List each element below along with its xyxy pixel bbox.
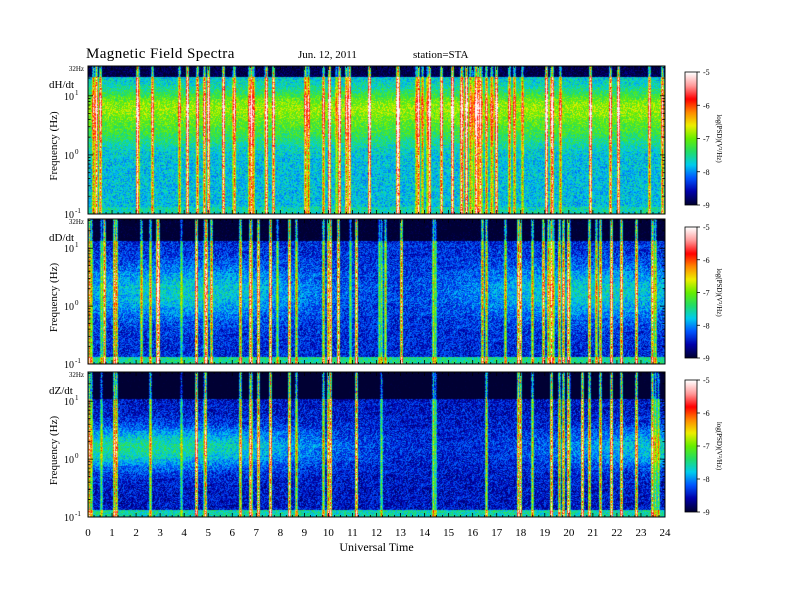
y-tick-exponent: 1	[75, 394, 79, 402]
y-axis-label-2: Frequency (Hz)	[48, 416, 60, 486]
x-tick-label-14: 14	[419, 527, 431, 539]
panel-name-2: dZ/dt	[49, 385, 73, 397]
colorbar-tick-label-0-2: -7	[703, 135, 710, 144]
x-tick-label-11: 11	[347, 527, 358, 539]
x-tick-label-16: 16	[467, 527, 479, 539]
y-tick-label-0-1: 10 0	[64, 148, 79, 162]
x-tick-label-3: 3	[157, 527, 163, 539]
colorbar-1	[685, 227, 697, 358]
x-tick-label-19: 19	[539, 527, 551, 539]
station-label: station=STA	[413, 49, 469, 61]
chart-date: Jun. 12, 2011	[298, 49, 357, 61]
colorbar-tick-label-2-0: -5	[703, 376, 710, 385]
y-tick-exponent: 0	[75, 452, 79, 460]
x-tick-label-2: 2	[133, 527, 139, 539]
colorbar-tick-label-1-4: -9	[703, 354, 710, 363]
spectrogram-2	[88, 372, 665, 517]
y-tick-label-0-0: 10 1	[64, 89, 79, 103]
x-tick-label-10: 10	[323, 527, 335, 539]
y-tick-base: 10	[64, 151, 74, 162]
x-tick-label-6: 6	[230, 527, 236, 539]
y-tick-label-1-2: 10 -1	[64, 357, 81, 371]
x-tick-label-20: 20	[563, 527, 575, 539]
x-tick-label-4: 4	[181, 527, 187, 539]
spectrogram-0	[88, 66, 665, 214]
x-tick-label-8: 8	[278, 527, 284, 539]
colorbar-tick-label-0-4: -9	[703, 201, 710, 210]
colorbar-0	[685, 72, 697, 205]
x-tick-label-0: 0	[85, 527, 91, 539]
y-tick-base: 10	[64, 455, 74, 466]
y-axis-label-1: Frequency (Hz)	[48, 263, 60, 333]
y-tick-base: 10	[64, 513, 74, 524]
colorbar-2	[685, 380, 697, 512]
y-tick-label-2-0: 10 1	[64, 394, 79, 408]
y-tick-base: 10	[64, 210, 74, 221]
y-tick-label-1-0: 10 1	[64, 241, 79, 255]
x-tick-label-7: 7	[254, 527, 260, 539]
colorbar-tick-label-0-1: -6	[703, 101, 710, 110]
y-tick-exponent: 0	[75, 299, 79, 307]
panel-name-1: dD/dt	[49, 232, 74, 244]
colorbar-tick-label-2-4: -9	[703, 508, 710, 517]
y-tick-label-2-1: 10 0	[64, 452, 79, 466]
colorbar-tick-label-2-2: -7	[703, 442, 710, 451]
x-axis-label: Universal Time	[339, 540, 413, 554]
chart-title: Magnetic Field Spectra	[86, 46, 235, 62]
panel-ticks-0	[87, 66, 666, 215]
panel-name-0: dH/dt	[49, 79, 74, 91]
x-tick-label-5: 5	[205, 527, 211, 539]
colorbar-tick-label-1-1: -6	[703, 256, 710, 265]
y-tick-base: 10	[64, 302, 74, 313]
colorbar-label-2: log(PSD)(V²/Hz)	[715, 422, 723, 471]
colorbar-label-1: log(PSD)(V²/Hz)	[715, 268, 723, 317]
y-tick-exponent: -1	[75, 510, 81, 518]
x-tick-label-17: 17	[491, 527, 503, 539]
y-tick-exponent: 1	[75, 89, 79, 97]
x-tick-label-23: 23	[635, 527, 647, 539]
x-tick-label-15: 15	[443, 527, 455, 539]
y-tick-exponent: 1	[75, 241, 79, 249]
y-top-label-2: 32Hz	[69, 371, 84, 379]
x-tick-label-1: 1	[109, 527, 115, 539]
colorbar-label-0: log(PSD)(V²/Hz)	[715, 114, 723, 163]
colorbar-tick-label-1-2: -7	[703, 289, 710, 298]
colorbar-tick-label-2-3: -8	[703, 475, 710, 484]
spectrogram-1	[88, 219, 665, 364]
y-tick-label-0-2: 10 -1	[64, 207, 81, 221]
y-axis-label-0: Frequency (Hz)	[48, 111, 60, 181]
y-tick-base: 10	[64, 397, 74, 408]
x-tick-label-9: 9	[302, 527, 308, 539]
y-tick-exponent: -1	[75, 207, 81, 215]
panel-ticks-2	[87, 372, 666, 518]
x-tick-label-24: 24	[660, 527, 672, 539]
y-tick-label-2-2: 10 -1	[64, 510, 81, 524]
y-top-label-0: 32Hz	[69, 65, 84, 73]
colorbar-tick-label-0-0: -5	[703, 68, 710, 77]
colorbar-tick-label-1-0: -5	[703, 223, 710, 232]
x-tick-label-13: 13	[395, 527, 407, 539]
y-tick-label-1-1: 10 0	[64, 299, 79, 313]
colorbar-tick-label-1-3: -8	[703, 321, 710, 330]
x-tick-label-12: 12	[371, 527, 382, 539]
y-tick-exponent: 0	[75, 148, 79, 156]
y-top-label-1: 32Hz	[69, 218, 84, 226]
y-tick-base: 10	[64, 360, 74, 371]
y-tick-base: 10	[64, 244, 74, 255]
panel-ticks-1	[87, 219, 666, 365]
x-tick-label-18: 18	[515, 527, 527, 539]
colorbar-tick-label-0-3: -8	[703, 168, 710, 177]
x-tick-label-21: 21	[587, 527, 598, 539]
colorbar-tick-label-2-1: -6	[703, 409, 710, 418]
y-tick-exponent: -1	[75, 357, 81, 365]
x-tick-label-22: 22	[611, 527, 622, 539]
y-tick-base: 10	[64, 92, 74, 103]
